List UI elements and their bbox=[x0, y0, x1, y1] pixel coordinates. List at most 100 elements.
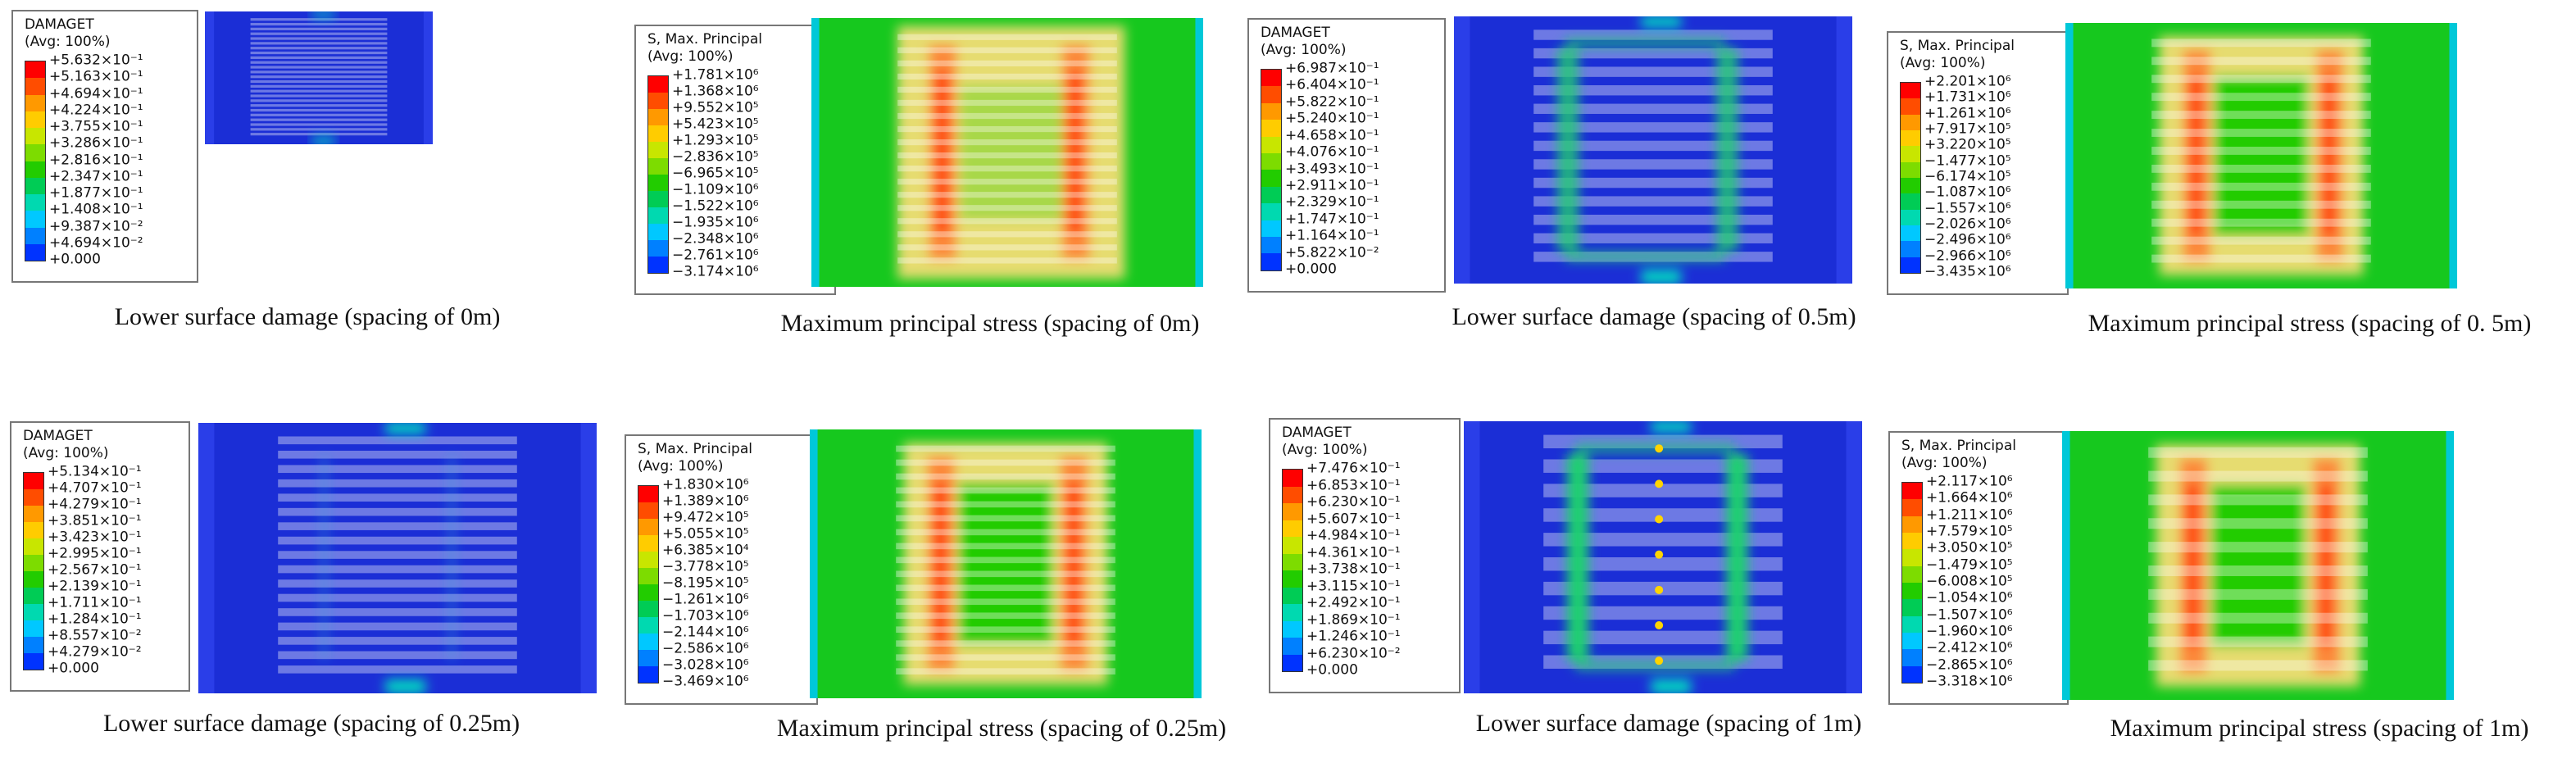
legend-swatch bbox=[1901, 161, 1920, 178]
legend-colorbar bbox=[1900, 82, 1921, 274]
reinforcement-strip bbox=[1533, 66, 1773, 77]
stress-contour bbox=[2159, 36, 2364, 275]
reinforcement-strip bbox=[250, 79, 388, 84]
legend-swatch bbox=[1283, 553, 1302, 570]
legend-swatch bbox=[1901, 193, 1920, 210]
legend-title-line: (Avg: 100%) bbox=[1261, 42, 1347, 58]
reinforcement-strip bbox=[2151, 200, 2371, 209]
legend-tick-label: +7.476×10⁻¹ bbox=[1306, 460, 1401, 477]
reinforcement-strip bbox=[896, 640, 1115, 647]
contour-plot-damage-0 bbox=[205, 11, 433, 144]
legend-tick-label: +2.492×10⁻¹ bbox=[1306, 594, 1401, 611]
legend-title: S, Max. Principal (Avg: 100%) bbox=[638, 441, 752, 475]
reinforcement-strip bbox=[250, 133, 388, 136]
legend-tick-label: +5.240×10⁻¹ bbox=[1285, 110, 1379, 127]
legend-tick-label: −1.477×10⁵ bbox=[1924, 152, 2011, 170]
damage-hotspot bbox=[1655, 515, 1664, 524]
legend-title-line: DAMAGET bbox=[23, 428, 93, 444]
legend-swatch bbox=[24, 555, 43, 571]
reinforcement-strip bbox=[250, 47, 388, 50]
plate-edge bbox=[1193, 429, 1202, 698]
reinforcement-strip bbox=[2148, 518, 2368, 529]
reinforcement-strip bbox=[896, 501, 1115, 508]
legend-tick-label: +4.279×10⁻¹ bbox=[48, 496, 142, 513]
legend-swatch bbox=[1283, 503, 1302, 520]
reinforcement-strip bbox=[896, 598, 1115, 606]
reinforcement-strip bbox=[250, 66, 388, 69]
legend-tick-label: +1.781×10⁶ bbox=[672, 66, 759, 84]
legend-swatch bbox=[648, 125, 668, 142]
legend-tick-label: −2.412×10⁶ bbox=[1926, 639, 2013, 656]
legend-swatch bbox=[1261, 120, 1281, 137]
contour-plot-stress-05 bbox=[2065, 23, 2457, 288]
legend-tick-label: +1.246×10⁻¹ bbox=[1306, 628, 1401, 645]
legend-swatch bbox=[648, 142, 668, 158]
reinforcement-strip bbox=[2148, 447, 2368, 458]
reinforcement-strip bbox=[278, 507, 517, 516]
reinforcement-strip bbox=[896, 556, 1115, 564]
stress-contour bbox=[897, 25, 1125, 279]
legend-tick-label: +1.664×10⁶ bbox=[1926, 489, 2013, 506]
legend-swatch bbox=[638, 617, 658, 634]
legend-swatch bbox=[1902, 515, 1922, 533]
reinforcement-strip bbox=[896, 584, 1115, 592]
caption-damage-1: Lower surface damage (spacing of 1m) bbox=[1475, 710, 1862, 737]
reinforcement-strip bbox=[896, 612, 1115, 620]
legend-swatch bbox=[638, 535, 658, 552]
reinforcement-strip bbox=[2151, 111, 2371, 120]
reinforcement-strip bbox=[278, 479, 517, 488]
legend-swatch bbox=[1283, 604, 1302, 621]
legend-tick-label: −3.778×10⁵ bbox=[662, 558, 749, 575]
legend-title-line: (Avg: 100%) bbox=[647, 48, 734, 65]
legend-tick-label: +4.279×10⁻² bbox=[48, 643, 142, 661]
legend-tick-label: −2.836×10⁵ bbox=[672, 148, 759, 166]
reinforcement-strip bbox=[2151, 75, 2371, 84]
legend-swatch bbox=[1901, 257, 1920, 273]
caption-damage-05: Lower surface damage (spacing of 0.5m) bbox=[1452, 303, 1856, 330]
reinforcement-strip bbox=[2148, 636, 2368, 647]
stress-contour bbox=[2156, 444, 2360, 687]
legend-title: S, Max. Principal (Avg: 100%) bbox=[1901, 438, 2016, 472]
reinforcement-strip bbox=[897, 86, 1117, 93]
legend-tick-label: +2.911×10⁻¹ bbox=[1285, 177, 1379, 194]
legend-tick-label: −2.865×10⁶ bbox=[1926, 656, 2013, 674]
legend-tick-label: +4.076×10⁻¹ bbox=[1285, 143, 1379, 161]
legend-tick-label: +5.607×10⁻¹ bbox=[1306, 511, 1401, 527]
legend-swatch bbox=[1902, 565, 1922, 583]
plate-edge bbox=[198, 423, 215, 693]
legend-tick-label: +4.984×10⁻¹ bbox=[1306, 527, 1401, 544]
reinforcement-strip bbox=[250, 108, 388, 112]
legend-tick-label: +7.917×10⁵ bbox=[1924, 120, 2011, 138]
reinforcement-strip bbox=[1533, 233, 1773, 243]
legend-swatch bbox=[24, 637, 43, 653]
damage-contour bbox=[311, 11, 335, 144]
reinforcement-strip bbox=[2151, 147, 2371, 155]
legend-swatch bbox=[24, 571, 43, 588]
reinforcement-strip bbox=[1543, 630, 1783, 645]
legend-swatch bbox=[648, 158, 668, 175]
legend-tick-label: +1.211×10⁶ bbox=[1926, 506, 2013, 524]
legend-tick-label: +3.755×10⁻¹ bbox=[49, 118, 143, 135]
legend-swatch bbox=[1261, 253, 1281, 270]
legend-swatch bbox=[1261, 70, 1281, 87]
legend-tick-label: +0.000 bbox=[48, 660, 99, 677]
plate-edge bbox=[1836, 16, 1852, 284]
legend-swatch bbox=[638, 601, 658, 617]
legend-tick-label: +3.050×10⁵ bbox=[1926, 539, 2013, 556]
legend-tick-label: +1.284×10⁻¹ bbox=[48, 611, 142, 628]
legend-colorbar bbox=[638, 485, 659, 684]
reinforcement-strip bbox=[897, 73, 1117, 80]
reinforcement-strip bbox=[1533, 103, 1773, 114]
legend-tick-label: +9.387×10⁻² bbox=[49, 218, 143, 234]
legend-swatch bbox=[638, 666, 658, 683]
legend-tick-label: +0.000 bbox=[1306, 661, 1358, 679]
legend-title-line: S, Max. Principal bbox=[647, 31, 762, 48]
legend-tick-label: −3.318×10⁶ bbox=[1926, 673, 2013, 690]
legend-tick-label: +5.822×10⁻¹ bbox=[1285, 93, 1379, 111]
legend-tick-label: −3.028×10⁶ bbox=[662, 656, 749, 674]
legend-swatch bbox=[25, 243, 45, 261]
legend-swatch bbox=[1261, 136, 1281, 154]
plate-edge bbox=[1195, 18, 1203, 287]
legend-tick-label: +1.389×10⁶ bbox=[662, 493, 749, 510]
legend-tick-label: −1.960×10⁶ bbox=[1926, 623, 2013, 640]
